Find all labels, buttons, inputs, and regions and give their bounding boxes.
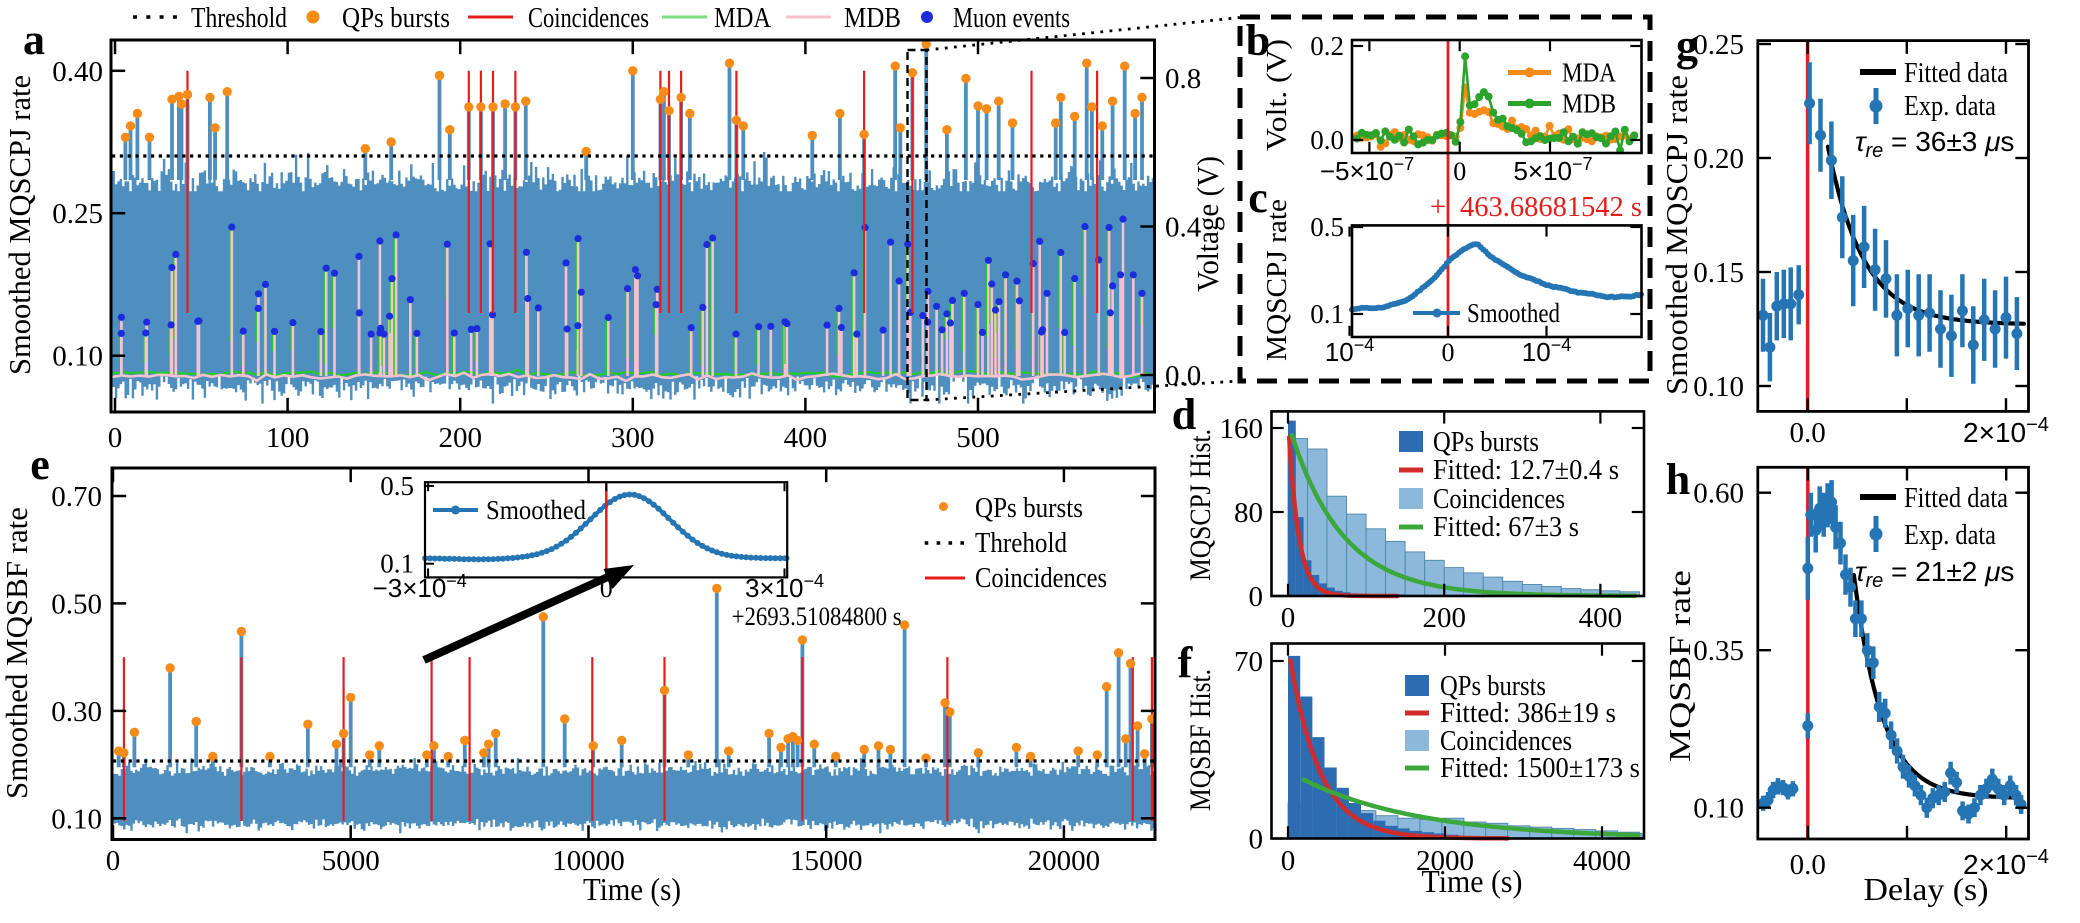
svg-text:0.5: 0.5 <box>380 471 414 501</box>
svg-text:500: 500 <box>956 422 1000 454</box>
svg-text:0: 0 <box>1249 581 1264 613</box>
svg-text:0.25: 0.25 <box>1693 29 1744 61</box>
svg-text:100: 100 <box>266 422 310 454</box>
svg-text:a: a <box>23 15 45 64</box>
svg-text:Threhold: Threhold <box>975 528 1067 559</box>
svg-text:0.0: 0.0 <box>1789 417 1825 449</box>
svg-text:MDA: MDA <box>714 3 772 34</box>
svg-text:0.15: 0.15 <box>1693 257 1744 289</box>
svg-text:MQSCPJ rate: MQSCPJ rate <box>1261 199 1293 361</box>
svg-text:Voltage (V): Voltage (V) <box>1190 156 1225 292</box>
svg-text:463.68681542 s: 463.68681542 s <box>1460 191 1642 223</box>
svg-text:Fitted data: Fitted data <box>1904 58 2008 89</box>
svg-text:Smoothed MQSBF rate: Smoothed MQSBF rate <box>0 507 34 799</box>
svg-text:Exp. data: Exp. data <box>1904 520 1996 551</box>
svg-text:0: 0 <box>1453 157 1466 186</box>
svg-text:20000: 20000 <box>1028 845 1101 877</box>
svg-text:0: 0 <box>106 845 121 877</box>
svg-text:10000: 10000 <box>552 845 625 877</box>
svg-text:Smoothed: Smoothed <box>1467 298 1560 328</box>
svg-text:0.10: 0.10 <box>51 803 102 835</box>
svg-text:0.0: 0.0 <box>1165 360 1201 392</box>
svg-text:MDA: MDA <box>1562 58 1616 88</box>
svg-text:15000: 15000 <box>790 845 863 877</box>
svg-text:0: 0 <box>108 422 123 454</box>
svg-text:e: e <box>30 440 50 489</box>
svg-text:4000: 4000 <box>1573 845 1631 877</box>
svg-text:2×10−4: 2×10−4 <box>1963 414 2049 448</box>
svg-text:b: b <box>1246 16 1270 65</box>
svg-text:MQSCPJ Hist.: MQSCPJ Hist. <box>1184 429 1217 581</box>
svg-text:d: d <box>1172 390 1196 439</box>
svg-text:Fitted: 67±3 s: Fitted: 67±3 s <box>1433 512 1579 543</box>
svg-text:QPs bursts: QPs bursts <box>1440 671 1546 702</box>
svg-text:Coincidences: Coincidences <box>975 563 1107 594</box>
svg-text:70: 70 <box>1234 646 1263 678</box>
svg-text:QPs bursts: QPs bursts <box>975 493 1083 524</box>
svg-text:Muon events: Muon events <box>953 3 1070 34</box>
svg-text:0: 0 <box>1442 338 1455 367</box>
svg-text:Delay (s): Delay (s) <box>1864 871 1989 907</box>
svg-text:0.50: 0.50 <box>51 588 102 620</box>
svg-text:Fitted: 1500±173 s: Fitted: 1500±173 s <box>1440 753 1640 784</box>
svg-text:0.8: 0.8 <box>1165 63 1201 95</box>
svg-text:MQSBF rate: MQSBF rate <box>1662 570 1697 762</box>
svg-text:0.10: 0.10 <box>1693 793 1744 825</box>
svg-text:0.0: 0.0 <box>1310 125 1344 155</box>
svg-text:QPs bursts: QPs bursts <box>342 3 450 34</box>
svg-text:Smoothed MQSCPJ rate: Smoothed MQSCPJ rate <box>1659 75 1694 395</box>
svg-text:+: + <box>1430 191 1446 223</box>
svg-text:0: 0 <box>1281 845 1296 877</box>
svg-text:0.10: 0.10 <box>52 341 103 373</box>
svg-text:0.0: 0.0 <box>1790 849 1826 881</box>
svg-text:0.40: 0.40 <box>52 56 103 88</box>
svg-text:5000: 5000 <box>322 845 380 877</box>
svg-text:0.30: 0.30 <box>51 696 102 728</box>
svg-text:0: 0 <box>1249 824 1264 856</box>
svg-text:0.1: 0.1 <box>1310 299 1344 329</box>
svg-text:Coincidences: Coincidences <box>528 3 649 34</box>
svg-text:MDB: MDB <box>1562 89 1616 119</box>
svg-text:0.60: 0.60 <box>1693 478 1744 510</box>
svg-text:300: 300 <box>611 422 655 454</box>
svg-text:0: 0 <box>1281 602 1296 634</box>
svg-text:200: 200 <box>1422 602 1466 634</box>
svg-text:Fitted: 386±19 s: Fitted: 386±19 s <box>1440 698 1616 729</box>
svg-text:400: 400 <box>784 422 828 454</box>
svg-text:0.10: 0.10 <box>1693 371 1744 403</box>
svg-text:Volt. (V): Volt. (V) <box>1261 39 1293 151</box>
svg-text:+2693.51084800 s: +2693.51084800 s <box>732 602 902 631</box>
svg-text:Time (s): Time (s) <box>1422 863 1523 899</box>
svg-text:f: f <box>1178 638 1194 687</box>
svg-text:Exp. data: Exp. data <box>1904 91 1996 122</box>
svg-text:h: h <box>1666 455 1690 504</box>
svg-text:MQSBF Hist.: MQSBF Hist. <box>1184 669 1217 811</box>
svg-text:Fitted data: Fitted data <box>1904 483 2008 514</box>
svg-text:0.70: 0.70 <box>51 481 102 513</box>
svg-text:0.5: 0.5 <box>1310 212 1344 242</box>
svg-text:Time (s): Time (s) <box>583 871 681 907</box>
svg-text:400: 400 <box>1579 602 1623 634</box>
svg-text:Coincidences: Coincidences <box>1440 726 1572 757</box>
svg-text:Smoothed: Smoothed <box>486 495 586 525</box>
svg-text:Fitted: 12.7±0.4 s: Fitted: 12.7±0.4 s <box>1433 455 1619 486</box>
svg-text:0.35: 0.35 <box>1693 635 1744 667</box>
svg-text:160: 160 <box>1220 413 1264 445</box>
svg-text:Threshold: Threshold <box>191 3 287 34</box>
svg-text:QPs bursts: QPs bursts <box>1433 427 1539 458</box>
svg-text:c: c <box>1248 173 1268 222</box>
svg-text:0.2: 0.2 <box>1310 31 1344 61</box>
svg-text:2000: 2000 <box>1416 845 1474 877</box>
svg-text:MDB: MDB <box>844 3 901 34</box>
svg-text:80: 80 <box>1234 497 1263 529</box>
svg-text:0.25: 0.25 <box>52 198 103 230</box>
svg-text:Coincidences: Coincidences <box>1433 484 1565 515</box>
svg-text:0.1: 0.1 <box>380 549 414 579</box>
svg-text:0.4: 0.4 <box>1165 212 1202 244</box>
svg-text:g: g <box>1676 21 1698 70</box>
svg-text:0.20: 0.20 <box>1693 143 1744 175</box>
svg-text:Smoothed MQSCPJ rate: Smoothed MQSCPJ rate <box>2 75 37 375</box>
svg-text:200: 200 <box>438 422 482 454</box>
